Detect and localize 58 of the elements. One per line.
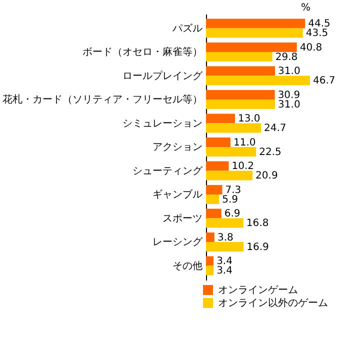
data-label: 6.9 xyxy=(224,208,240,220)
bar xyxy=(206,194,220,204)
bar xyxy=(206,18,306,28)
y-tick-label: ギャンブル xyxy=(152,188,202,200)
y-tick-label: 花札・カード（ソリティア・フリーセル等） xyxy=(2,94,202,106)
data-label: 46.7 xyxy=(313,76,336,86)
bar xyxy=(206,52,272,62)
bar xyxy=(206,208,222,218)
bar xyxy=(206,138,230,147)
bar xyxy=(206,42,297,52)
data-label: 13.0 xyxy=(238,114,260,124)
data-label: 5.9 xyxy=(222,194,238,206)
legend-label: オンラインゲーム xyxy=(218,285,298,296)
data-label: 43.5 xyxy=(306,28,328,39)
data-label: 3.4 xyxy=(216,266,232,276)
data-label: 30.9 xyxy=(278,90,300,101)
data-label: 3.8 xyxy=(217,232,234,244)
y-tick-label: その他 xyxy=(172,260,202,272)
data-label: 20.9 xyxy=(256,170,278,182)
data-label: 24.7 xyxy=(264,123,286,134)
bar xyxy=(206,123,262,133)
bar xyxy=(206,114,235,124)
y-tick-label: レーシング xyxy=(152,237,204,248)
y-tick-label: パズル xyxy=(172,22,202,34)
data-label: 7.3 xyxy=(225,184,242,196)
y-tick-label: スポーツ xyxy=(162,213,202,224)
bar xyxy=(206,256,214,266)
bar xyxy=(206,161,229,171)
bar xyxy=(206,66,276,76)
bar xyxy=(206,242,244,252)
data-label: 44.5 xyxy=(308,18,330,30)
bar xyxy=(206,170,253,180)
bar xyxy=(206,185,222,194)
y-tick-label: シューティング xyxy=(132,166,204,177)
data-label: 16.8 xyxy=(246,218,269,229)
data-label: 10.2 xyxy=(232,161,254,172)
bar xyxy=(206,147,256,156)
y-tick-label: シミュレーション xyxy=(122,118,202,130)
bar xyxy=(206,232,214,242)
data-label: 22.5 xyxy=(259,146,282,158)
data-label: 11.0 xyxy=(233,137,256,148)
bar xyxy=(206,100,276,109)
bar xyxy=(206,76,310,86)
bar xyxy=(206,28,303,38)
y-tick-label: ボード（オセロ・麻雀等） xyxy=(82,46,202,58)
legend-label: オンライン以外のゲーム xyxy=(218,297,328,309)
bar xyxy=(206,218,244,228)
data-label: 3.4 xyxy=(216,256,232,267)
data-label: 40.8 xyxy=(300,42,322,54)
data-label: 31.0 xyxy=(278,66,300,77)
data-label: 31.0 xyxy=(278,99,300,110)
bar xyxy=(206,266,214,276)
bar xyxy=(206,90,275,100)
data-label: 16.9 xyxy=(246,242,269,253)
y-tick-label: アクション xyxy=(152,142,202,153)
data-label: 29.8 xyxy=(275,52,298,63)
y-tick-label: ロールプレイング xyxy=(122,70,204,82)
x-axis-title: % xyxy=(300,2,310,14)
